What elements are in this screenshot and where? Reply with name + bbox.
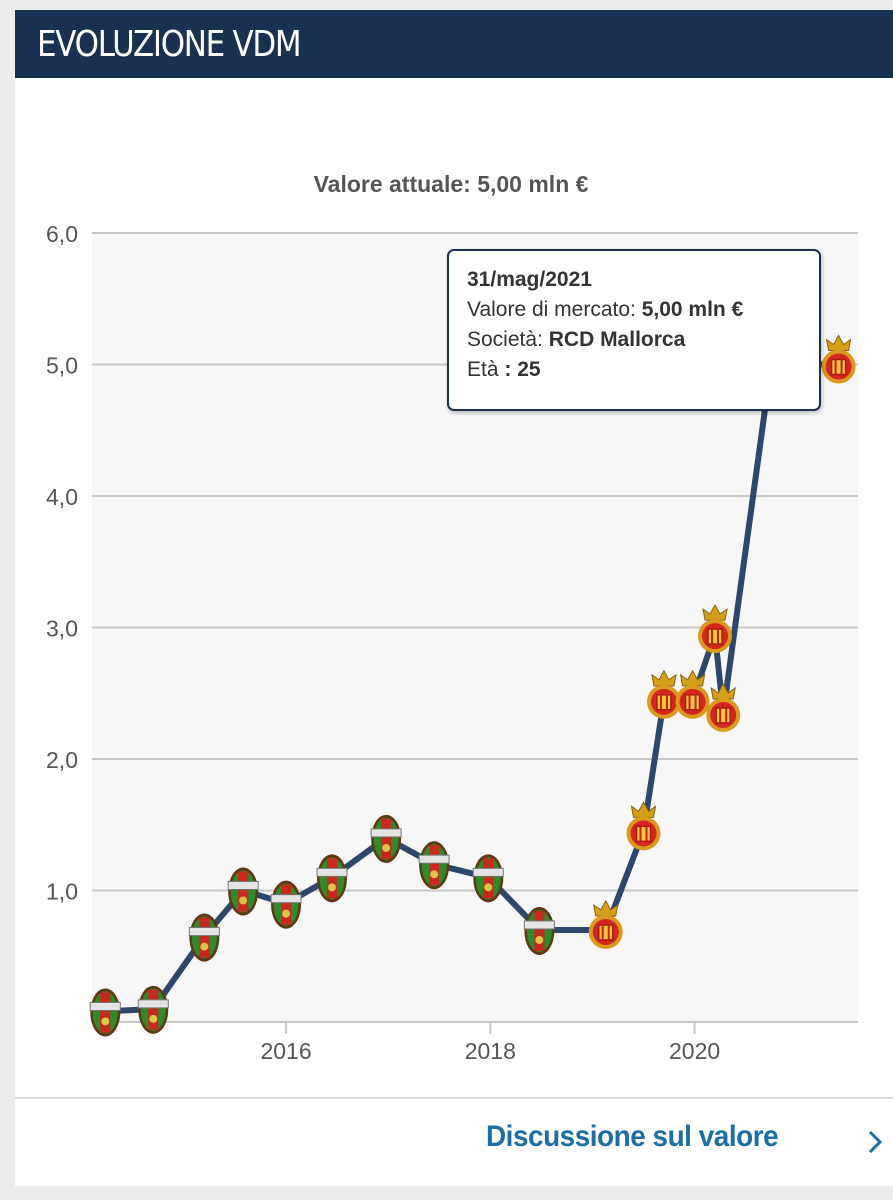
x-tick-label: 2020 bbox=[669, 1038, 720, 1064]
tooltip-age-label: Età bbox=[467, 358, 499, 381]
club-crest-marker-icon[interactable] bbox=[418, 841, 450, 890]
club-crest-marker-icon[interactable] bbox=[472, 854, 504, 903]
y-tick-label: 4,0 bbox=[46, 484, 78, 510]
card-header: EVOLUZIONE VDM bbox=[15, 10, 893, 78]
card-title: EVOLUZIONE VDM bbox=[37, 24, 302, 65]
club-crest-marker-icon[interactable] bbox=[89, 988, 121, 1037]
value-discussion-link[interactable]: Discussione sul valore bbox=[486, 1120, 779, 1153]
mallorca-crest-marker-icon[interactable] bbox=[698, 604, 733, 654]
mallorca-crest-marker-icon[interactable] bbox=[588, 899, 623, 949]
tooltip-date: 31/mag/2021 bbox=[467, 268, 592, 291]
tooltip-value: 5,00 mln € bbox=[641, 298, 744, 321]
y-tick-label: 2,0 bbox=[46, 747, 78, 773]
club-crest-marker-icon[interactable] bbox=[188, 913, 220, 962]
tooltip-value-label: Valore di mercato: bbox=[467, 298, 636, 321]
tooltip-age: : 25 bbox=[504, 358, 541, 381]
y-tick-label: 3,0 bbox=[46, 616, 78, 642]
club-crest-marker-icon[interactable] bbox=[137, 985, 169, 1034]
mallorca-crest-marker-icon[interactable] bbox=[646, 669, 681, 719]
y-tick-label: 1,0 bbox=[46, 879, 78, 905]
y-tick-label: 5,0 bbox=[46, 353, 78, 379]
footer-divider bbox=[15, 1097, 893, 1099]
tooltip-club-label: Società: bbox=[467, 328, 543, 351]
tooltip-club: RCD Mallorca bbox=[548, 328, 686, 351]
x-tick-label: 2016 bbox=[260, 1038, 311, 1064]
market-value-chart: 1,0 2,0 3,0 4,0 5,0 6,0 2016 2018 2020 Valore a… bbox=[46, 171, 858, 1064]
chart-tooltip: 31/mag/2021 Valore di mercato: 5,00 mln … bbox=[447, 249, 821, 411]
chevron-right-icon[interactable] bbox=[866, 1128, 884, 1156]
y-tick-label: 6,0 bbox=[46, 221, 78, 247]
mallorca-crest-marker-icon[interactable] bbox=[706, 682, 741, 732]
mallorca-crest-marker-icon[interactable] bbox=[626, 801, 661, 851]
mallorca-crest-marker-icon[interactable] bbox=[821, 334, 856, 384]
club-crest-marker-icon[interactable] bbox=[316, 854, 348, 903]
mallorca-crest-marker-icon[interactable] bbox=[675, 669, 710, 719]
x-tick-label: 2018 bbox=[465, 1038, 516, 1064]
club-crest-marker-icon[interactable] bbox=[227, 867, 259, 916]
club-crest-marker-icon[interactable] bbox=[523, 906, 555, 955]
club-crest-marker-icon[interactable] bbox=[370, 814, 402, 863]
chart-title: Valore attuale: 5,00 mln € bbox=[314, 171, 589, 197]
club-crest-marker-icon[interactable] bbox=[270, 880, 302, 929]
